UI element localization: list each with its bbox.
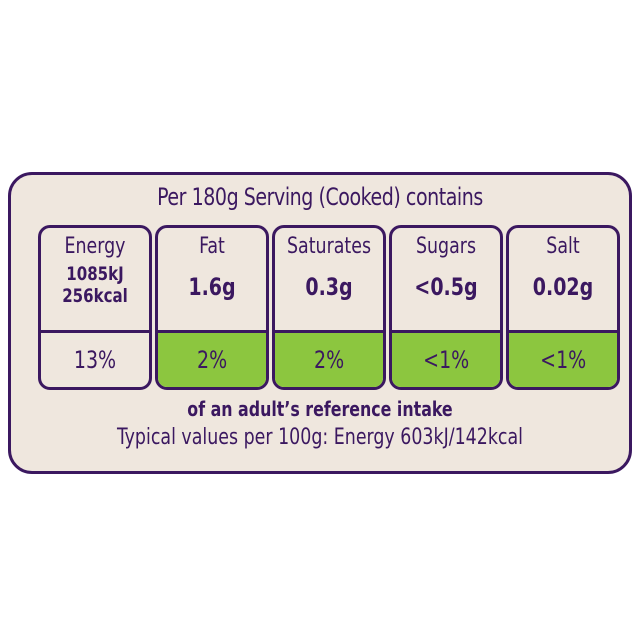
nutrient-value: 1.6g xyxy=(188,273,236,301)
energy-kcal: 256kcal xyxy=(62,285,128,307)
serving-header: Per 180g Serving (Cooked) contains xyxy=(157,183,483,211)
ri-percent: 2% xyxy=(158,333,266,387)
reference-intake-note: of an adult’s reference intake xyxy=(187,397,453,421)
nutrient-saturates: Saturates 0.3g 2% xyxy=(272,225,386,390)
nutrient-value: 0.3g xyxy=(305,273,353,301)
nutrition-label: Per 180g Serving (Cooked) contains Energ… xyxy=(8,172,632,474)
ri-percent: <1% xyxy=(392,333,500,387)
nutrient-name: Saturates xyxy=(286,234,372,259)
energy-kj: 1085kJ xyxy=(66,263,124,285)
ri-percent: <1% xyxy=(509,333,617,387)
nutrient-name: Sugars xyxy=(415,234,477,259)
nutrient-name: Salt xyxy=(546,234,580,259)
nutrient-value: <0.5g xyxy=(414,273,478,301)
nutrient-value: 0.02g xyxy=(532,273,594,301)
nutrient-fat: Fat 1.6g 2% xyxy=(155,225,269,390)
nutrient-name: Fat xyxy=(199,234,225,259)
ri-percent: 2% xyxy=(275,333,383,387)
nutrient-energy: Energy 1085kJ 256kcal 13% xyxy=(38,225,152,390)
nutrient-salt: Salt 0.02g <1% xyxy=(506,225,620,390)
nutrient-name: Energy xyxy=(64,234,126,259)
ri-percent: 13% xyxy=(73,346,117,374)
typical-values: Typical values per 100g: Energy 603kJ/14… xyxy=(116,425,524,450)
nutrient-sugars: Sugars <0.5g <1% xyxy=(389,225,503,390)
